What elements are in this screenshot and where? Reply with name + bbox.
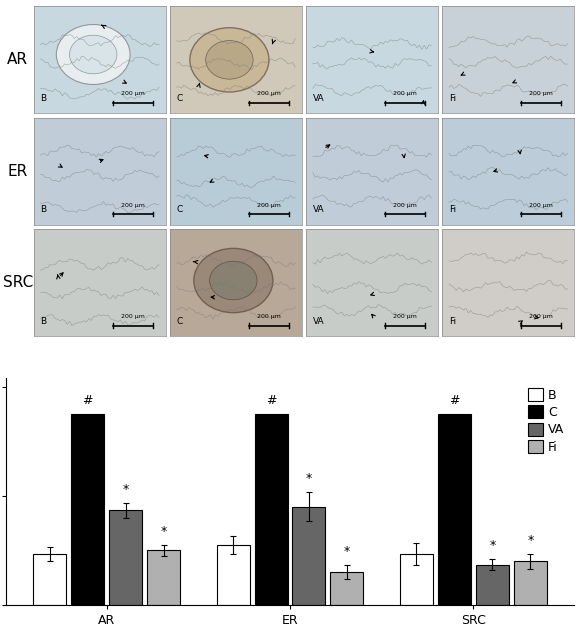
Text: 200 μm: 200 μm <box>257 314 281 319</box>
Text: #: # <box>266 394 276 407</box>
Text: C: C <box>177 94 183 103</box>
Text: *: * <box>344 544 350 558</box>
Text: 200 μm: 200 μm <box>393 91 417 96</box>
Text: #: # <box>449 394 459 407</box>
Bar <box>147 551 180 605</box>
Text: 200 μm: 200 μm <box>121 91 144 96</box>
Bar <box>400 554 433 605</box>
Circle shape <box>190 28 269 92</box>
Text: 200 μm: 200 μm <box>530 314 553 319</box>
Text: *: * <box>489 539 495 552</box>
Text: C: C <box>177 316 183 326</box>
Text: 200 μm: 200 μm <box>530 91 553 96</box>
Text: 200 μm: 200 μm <box>121 314 144 319</box>
Text: VA: VA <box>313 94 324 103</box>
Circle shape <box>209 261 257 300</box>
Bar <box>476 565 509 605</box>
Text: #: # <box>82 394 93 407</box>
Text: SRC: SRC <box>2 275 33 290</box>
Circle shape <box>70 35 117 74</box>
Text: 200 μm: 200 μm <box>393 203 417 208</box>
Text: B: B <box>41 205 46 214</box>
Bar <box>109 510 142 605</box>
Bar <box>438 415 471 605</box>
Text: 200 μm: 200 μm <box>530 203 553 208</box>
Bar <box>71 415 104 605</box>
Circle shape <box>194 248 273 312</box>
Text: *: * <box>306 472 312 485</box>
Bar <box>255 415 288 605</box>
Text: Fi: Fi <box>449 316 456 326</box>
Text: Fi: Fi <box>449 205 456 214</box>
Text: B: B <box>41 94 46 103</box>
Text: *: * <box>161 525 166 537</box>
Text: AR: AR <box>7 52 28 67</box>
Text: VA: VA <box>313 205 324 214</box>
Text: 200 μm: 200 μm <box>121 203 144 208</box>
Text: 200 μm: 200 μm <box>257 91 281 96</box>
Circle shape <box>206 40 253 79</box>
Text: VA: VA <box>313 316 324 326</box>
Bar <box>331 572 364 605</box>
Text: Fi: Fi <box>449 94 456 103</box>
Text: *: * <box>122 483 129 496</box>
Text: B: B <box>41 316 46 326</box>
Bar <box>292 507 325 605</box>
Circle shape <box>56 25 130 84</box>
Text: C: C <box>177 205 183 214</box>
Text: 200 μm: 200 μm <box>257 203 281 208</box>
Bar <box>514 561 547 605</box>
Bar <box>33 554 66 605</box>
Text: ER: ER <box>8 164 28 179</box>
Bar <box>216 545 249 605</box>
Legend: B, C, VA, Fi: B, C, VA, Fi <box>524 384 568 457</box>
Text: *: * <box>527 534 534 547</box>
Text: 200 μm: 200 μm <box>393 314 417 319</box>
